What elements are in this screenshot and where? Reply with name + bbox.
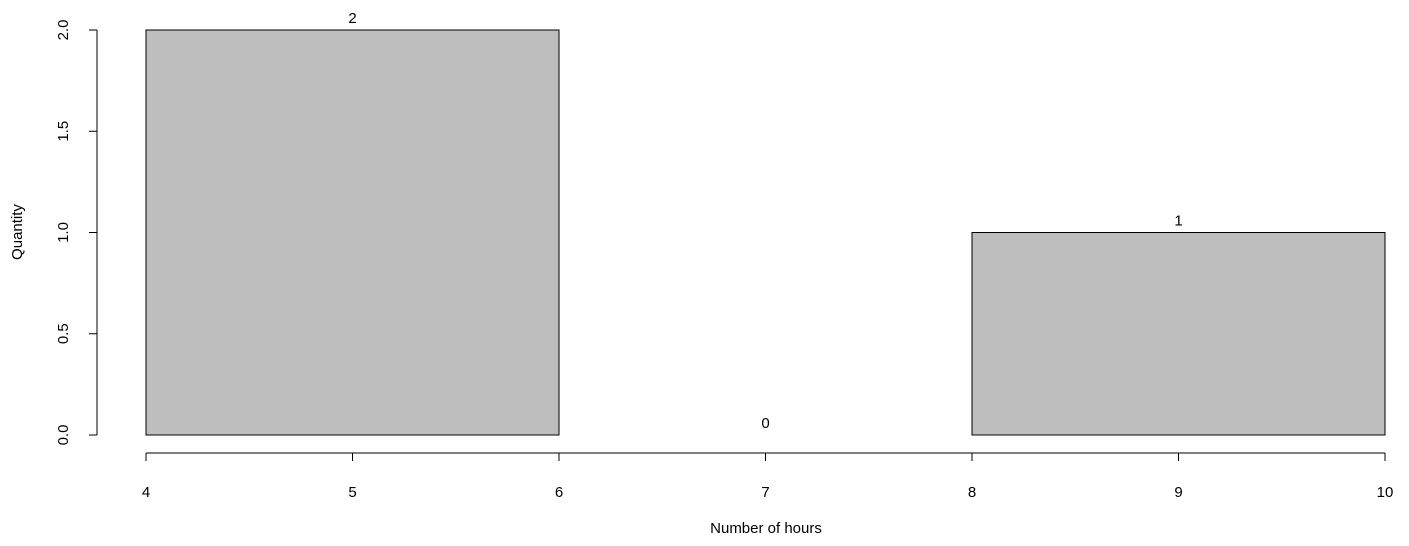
- bar-count-label-2: 1: [1174, 213, 1182, 230]
- x-tick-label-3: 7: [761, 484, 769, 501]
- x-tick-label-2: 6: [555, 484, 563, 501]
- y-axis: 0.0 0.5 1.0 1.5 2.0: [55, 20, 98, 446]
- y-tick-label-1: 0.5: [55, 323, 72, 344]
- bar-labels-group: 2 0 1: [348, 10, 1182, 432]
- x-tick-label-0: 4: [142, 484, 150, 501]
- y-tick-label-4: 2.0: [55, 20, 72, 41]
- y-tick-label-2: 1.0: [55, 222, 72, 243]
- x-tick-label-5: 9: [1174, 484, 1182, 501]
- y-tick-label-3: 1.5: [55, 121, 72, 142]
- y-axis-label: Quantity: [9, 204, 26, 260]
- bar-count-label-1: 0: [761, 415, 769, 432]
- x-tick-label-6: 10: [1377, 484, 1394, 501]
- bars-group: [145, 29, 1386, 436]
- x-tick-label-4: 8: [968, 484, 976, 501]
- histogram-bar-2: [971, 232, 1386, 436]
- x-tick-label-1: 5: [348, 484, 356, 501]
- x-axis-label: Number of hours: [710, 520, 822, 537]
- bar-count-label-0: 2: [348, 10, 356, 27]
- x-axis: 4 5 6 7 8 9 10: [142, 452, 1394, 501]
- histogram-bar-0: [145, 29, 560, 436]
- y-tick-label-0: 0.0: [55, 425, 72, 446]
